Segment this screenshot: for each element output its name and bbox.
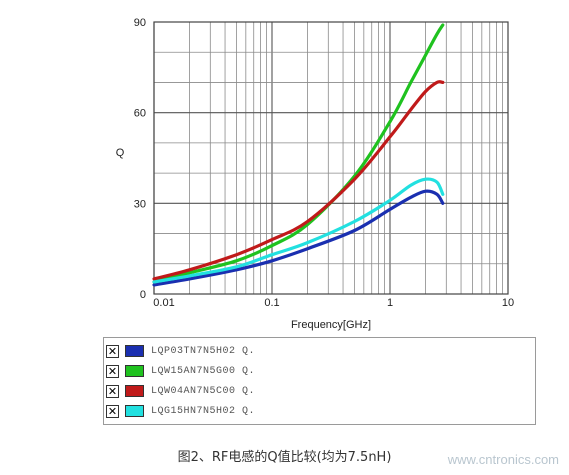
legend: ✕ LQP03TN7N5H02 Q. ✕ LQW15AN7N5G00 Q. ✕ LQW04… (103, 337, 536, 425)
legend-checkbox[interactable]: ✕ (106, 384, 119, 398)
legend-item: ✕ LQW04AN7N5C00 Q. (106, 382, 532, 400)
legend-item: ✕ LQW15AN7N5G00 Q. (106, 362, 532, 380)
x-tick-label: 10 (502, 297, 514, 309)
x-tick-label: 0.1 (264, 297, 279, 309)
legend-color-swatch (125, 345, 144, 357)
series-line-3 (152, 80, 445, 281)
legend-item: ✕ LQG15HN7N5H02 Q. (106, 402, 532, 420)
legend-label: LQP03TN7N5H02 Q. (151, 345, 256, 357)
legend-color-swatch (125, 365, 144, 377)
legend-item: ✕ LQP03TN7N5H02 Q. (106, 342, 532, 360)
legend-color-swatch (125, 405, 144, 417)
legend-label: LQW04AN7N5C00 Q. (151, 385, 256, 397)
tick-labels: 0.01 0.1 1 10 0 30 60 90 (134, 17, 514, 309)
legend-checkbox[interactable]: ✕ (106, 404, 119, 418)
y-axis-label: Q (116, 147, 125, 159)
series-layer (152, 23, 445, 287)
x-tick-label: 0.01 (153, 297, 174, 309)
legend-checkbox[interactable]: ✕ (106, 344, 119, 358)
series-line-4 (152, 177, 445, 284)
series-line-1 (152, 189, 445, 287)
legend-color-swatch (125, 385, 144, 397)
legend-label: LQG15HN7N5H02 Q. (151, 405, 256, 417)
plot-area (153, 21, 509, 295)
watermark: www.cntronics.com (447, 452, 559, 467)
figure-caption: 图2、RF电感的Q值比较(均为7.5nH) (177, 450, 392, 465)
y-tick-label: 60 (134, 108, 146, 120)
x-tick-label: 1 (387, 297, 393, 309)
y-tick-label: 30 (134, 198, 146, 210)
series-line-2 (152, 23, 445, 284)
x-axis-label: Frequency[GHz] (291, 319, 371, 331)
y-tick-label: 0 (140, 289, 146, 301)
y-tick-label: 90 (134, 17, 146, 29)
legend-checkbox[interactable]: ✕ (106, 364, 119, 378)
plot-grid (153, 22, 508, 294)
legend-label: LQW15AN7N5G00 Q. (151, 365, 256, 377)
